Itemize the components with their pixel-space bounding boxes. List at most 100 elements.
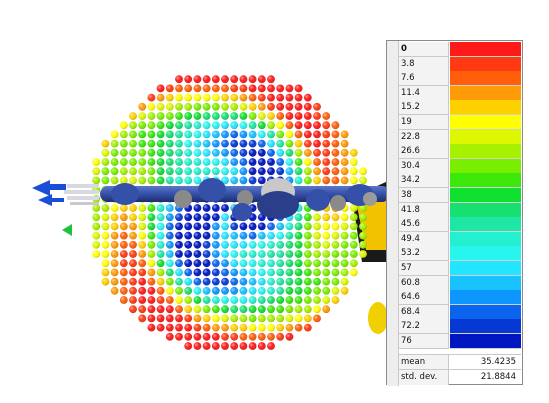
reachability-sphere-shading	[248, 176, 257, 185]
reachability-sphere-shading	[175, 176, 183, 185]
reachability-sphere-shading	[165, 222, 174, 231]
reachability-sphere-shading	[165, 167, 174, 176]
reachability-sphere-shading	[193, 323, 202, 332]
reachability-sphere-shading	[340, 259, 349, 268]
reachability-sphere-shading	[257, 231, 266, 240]
reachability-sphere-shading	[230, 102, 239, 111]
reachability-sphere-shading	[239, 314, 248, 323]
reachability-sphere-shading	[92, 231, 101, 240]
reachability-sphere-shading	[110, 268, 119, 277]
reachability-sphere-shading	[340, 167, 349, 176]
reachability-sphere-shading	[331, 148, 340, 157]
reachability-sphere-shading	[349, 240, 358, 249]
reachability-sphere-shading	[221, 222, 229, 231]
reachability-sphere-shading	[257, 139, 266, 148]
reachability-sphere-shading	[340, 130, 349, 139]
reachability-sphere-shading	[239, 112, 248, 120]
reachability-sphere-shading	[230, 139, 239, 148]
reachability-sphere-shading	[267, 259, 275, 268]
reachability-sphere-shading	[129, 268, 137, 277]
reachability-sphere-shading	[285, 240, 294, 249]
reachability-sphere-shading	[313, 259, 321, 268]
reachability-sphere-shading	[156, 112, 165, 120]
reachability-sphere-shading	[92, 240, 101, 249]
reachability-sphere-shading	[359, 222, 367, 231]
reachability-sphere-shading	[239, 102, 248, 111]
reachability-sphere-shading	[359, 213, 367, 222]
reachability-sphere-shading	[138, 204, 147, 212]
reachability-sphere-shading	[156, 305, 165, 314]
reachability-sphere-shading	[221, 296, 229, 304]
reachability-sphere-shading	[211, 102, 220, 111]
reachability-sphere-shading	[285, 158, 294, 166]
reachability-sphere-shading	[156, 148, 165, 157]
reachability-sphere-shading	[101, 176, 110, 185]
reachability-sphere-shading	[303, 102, 312, 111]
reachability-sphere-shading	[211, 296, 220, 304]
reachability-sphere-shading	[303, 112, 312, 120]
reachability-sphere-shading	[129, 167, 137, 176]
legend-color-swatch	[450, 100, 521, 116]
reachability-sphere-shading	[193, 222, 202, 231]
reachability-sphere-shading	[165, 240, 174, 249]
reachability-sphere-shading	[221, 139, 229, 148]
reachability-sphere-shading	[211, 213, 220, 222]
reachability-sphere-shading	[101, 222, 110, 231]
legend-color-swatch	[450, 158, 521, 174]
reachability-sphere-shading	[211, 268, 220, 277]
reachability-sphere-shading	[257, 250, 266, 258]
reachability-sphere-shading	[221, 286, 229, 295]
legend-value-label: 19	[399, 115, 449, 130]
reachability-sphere-shading	[193, 167, 202, 176]
reachability-sphere-shading	[331, 231, 340, 240]
reachability-sphere-shading	[184, 84, 193, 93]
reachability-sphere-shading	[110, 231, 119, 240]
reachability-sphere-shading	[322, 286, 331, 295]
reachability-sphere-shading	[110, 286, 119, 295]
reachability-sphere-shading	[156, 250, 165, 258]
reachability-sphere-shading	[239, 268, 248, 277]
reachability-sphere-shading	[193, 213, 202, 222]
reachability-sphere-shading	[230, 167, 239, 176]
reachability-sphere-shading	[257, 286, 266, 295]
reachability-sphere-shading	[175, 158, 183, 166]
reachability-sphere-shading	[349, 231, 358, 240]
reachability-sphere-shading	[129, 130, 137, 139]
reachability-sphere-shading	[211, 259, 220, 268]
reachability-sphere-shading	[276, 93, 285, 102]
reachability-sphere-shading	[248, 314, 257, 323]
reachability-sphere-shading	[165, 314, 174, 323]
reachability-sphere-shading	[276, 231, 285, 240]
reachability-sphere-shading	[248, 323, 257, 332]
reachability-sphere-shading	[267, 130, 275, 139]
reachability-sphere-shading	[313, 305, 321, 314]
legend-value-label: 15.2	[399, 100, 449, 116]
reachability-sphere-shading	[239, 323, 248, 332]
stat-row-mean: mean 35.4235	[399, 354, 521, 370]
reachability-sphere-shading	[184, 342, 193, 350]
reachability-sphere-shading	[110, 204, 119, 212]
reachability-sphere-shading	[230, 305, 239, 314]
reachability-sphere-shading	[119, 139, 128, 148]
reachability-sphere-shading	[147, 148, 156, 157]
reachability-sphere-shading	[248, 342, 257, 350]
reachability-sphere-shading	[156, 167, 165, 176]
reachability-sphere-shading	[294, 231, 303, 240]
legend-value-label: 3.8	[399, 56, 449, 72]
reachability-sphere-shading	[110, 213, 119, 222]
reachability-sphere-shading	[230, 112, 239, 120]
reachability-sphere-shading	[313, 231, 321, 240]
reachability-sphere-shading	[248, 296, 257, 304]
reachability-sphere-shading	[267, 231, 275, 240]
reachability-sphere-shading	[322, 158, 331, 166]
reachability-sphere-shading	[248, 112, 257, 120]
reachability-sphere-shading	[221, 93, 229, 102]
reachability-sphere-shading	[239, 148, 248, 157]
legend-value-label: 45.6	[399, 217, 449, 233]
reachability-sphere-shading	[165, 268, 174, 277]
reachability-sphere-shading	[211, 93, 220, 102]
reachability-sphere-shading	[313, 121, 321, 130]
reachability-sphere-shading	[294, 268, 303, 277]
